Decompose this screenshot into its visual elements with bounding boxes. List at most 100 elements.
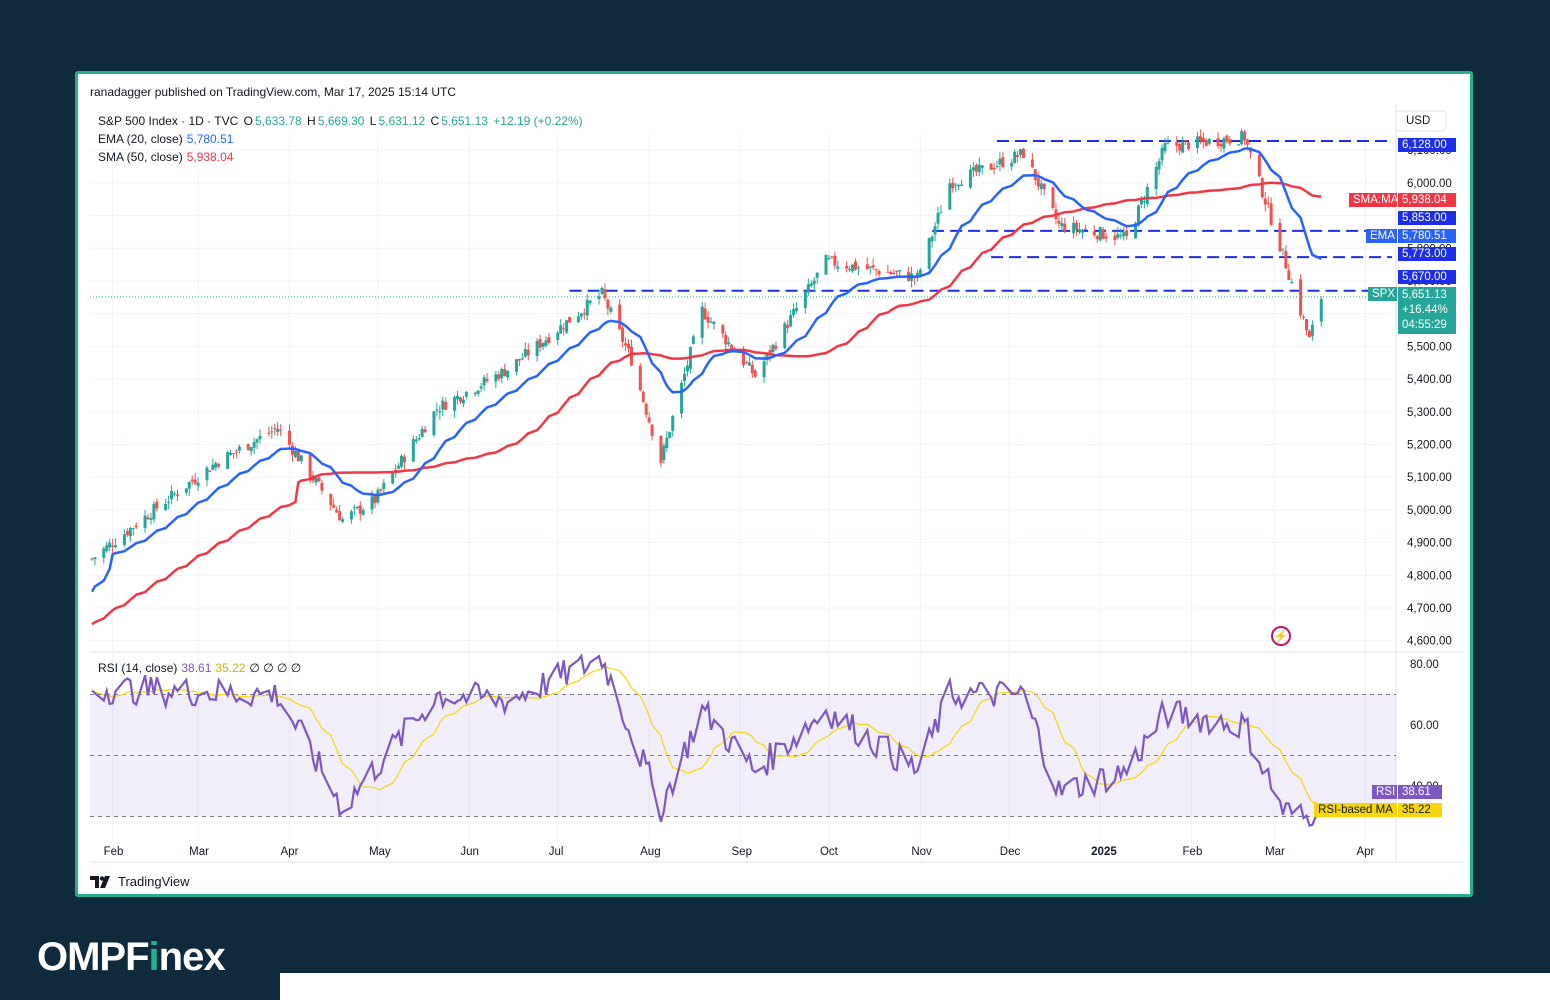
candle-body [803, 292, 807, 308]
candle-body [1284, 250, 1288, 269]
time-tick-label: Mar [189, 846, 209, 858]
rsi-value-tag: 38.61 [1398, 785, 1442, 799]
candle-body [125, 531, 129, 536]
candle-body [1166, 142, 1170, 144]
level-tag-5670: 5,670.00 [1398, 270, 1456, 284]
candle-body [1080, 230, 1084, 233]
moving-averages [90, 147, 1322, 626]
candle-body [1216, 138, 1220, 147]
candle-body [317, 477, 321, 482]
candle-body [541, 343, 545, 347]
candle-body [789, 315, 793, 327]
candle-body [370, 496, 374, 510]
candle-body [856, 267, 860, 269]
candle-body [957, 184, 961, 187]
candle-body [131, 528, 135, 530]
candle-body [1281, 248, 1285, 250]
currency-box [1395, 110, 1447, 132]
candle-body [402, 456, 406, 463]
rsi-tick-label: 80.00 [1410, 659, 1439, 671]
candle-body [461, 399, 465, 404]
candle-body [1057, 220, 1061, 224]
rsi-legend-value: 38.61 [181, 661, 212, 675]
price-tick-label: 4,600.00 [1407, 636, 1452, 648]
sma-legend-value: 5,938.04 [186, 150, 234, 164]
candle-body [665, 437, 669, 448]
candle-body [1019, 149, 1023, 155]
candle-body [1139, 199, 1143, 205]
candle-body [1136, 205, 1140, 226]
candle-body [691, 336, 695, 344]
candle-body [1204, 140, 1208, 146]
candle-body [868, 266, 872, 268]
candle-body [806, 284, 810, 293]
ema-20-line [90, 147, 1322, 593]
candle-body [892, 273, 896, 275]
candle-body [146, 517, 150, 520]
candle-body [1237, 144, 1241, 146]
candle-body [1187, 142, 1191, 150]
candle-body [152, 503, 156, 520]
candle-body [1051, 187, 1055, 209]
candle-body [397, 465, 401, 469]
candle-body [960, 184, 964, 186]
candle-body [585, 299, 589, 316]
candle-body [895, 270, 899, 273]
chart-area[interactable]: 6,100.006,000.005,900.005,800.005,700.00… [90, 104, 1464, 863]
publisher-line: ranadagger published on TradingView.com,… [90, 85, 457, 99]
candle-body [992, 167, 996, 170]
candle-body [853, 261, 857, 270]
price-tick-label: 6,000.00 [1407, 178, 1452, 190]
lightning-icon[interactable]: ⚡ [1271, 626, 1291, 646]
candle-body [783, 323, 787, 349]
symbol-legend[interactable]: S&P 500 Index · 1D · TVC O 5,633.78 H 5,66… [98, 114, 585, 128]
rsi-legend[interactable]: RSI (14, close) 38.61 35.22 ∅ ∅ ∅ ∅ [98, 661, 301, 675]
candle-body [971, 167, 975, 171]
candle-body [1039, 183, 1043, 189]
candle-body [700, 306, 704, 338]
tradingview-logo-text: TradingView [118, 874, 190, 889]
candle-body [827, 258, 831, 260]
open-label: O [243, 114, 253, 128]
candles [90, 128, 1323, 566]
candle-body [786, 324, 790, 329]
time-tick-label: Sep [732, 846, 752, 858]
candle-body [1145, 186, 1149, 205]
ema-legend[interactable]: EMA (20, close) 5,780.51 [98, 132, 233, 146]
candle-body [1154, 167, 1158, 190]
time-tick-label: 2025 [1091, 846, 1117, 858]
candle-body [164, 504, 168, 511]
candle-body [308, 454, 312, 479]
time-tick-label: Apr [281, 846, 299, 858]
candle-body [500, 368, 504, 379]
candle-body [355, 506, 359, 509]
candle-body [765, 352, 769, 361]
sma-legend[interactable]: SMA (50, close) 5,938.04 [98, 150, 233, 164]
time-tick-label: Mar [1265, 846, 1285, 858]
candle-body [494, 374, 498, 382]
candle-body [352, 507, 356, 509]
candle-body [249, 446, 253, 452]
candle-body [703, 308, 707, 320]
candle-body [621, 327, 625, 342]
candle-body [208, 470, 212, 472]
candle-body [1092, 231, 1096, 236]
open-value: 5,633.78 [254, 114, 302, 128]
candle-body [730, 344, 734, 350]
candle-body [1263, 198, 1267, 205]
candle-body [762, 361, 766, 378]
price-chart[interactable]: 6,100.006,000.005,900.005,800.005,700.00… [90, 104, 1464, 863]
tradingview-logo[interactable]: TradingView [90, 874, 190, 889]
candle-body [234, 451, 238, 453]
rsi-line [91, 653, 1323, 827]
candle-body [930, 236, 934, 242]
candle-body [848, 269, 852, 271]
candle-body [809, 283, 813, 286]
candle-body [1307, 330, 1311, 338]
price-tick-label: 5,300.00 [1407, 407, 1452, 419]
candle-body [753, 370, 757, 377]
candle-body [246, 444, 250, 450]
candle-body [889, 271, 893, 275]
candle-body [1198, 136, 1202, 141]
candle-body [1010, 162, 1014, 167]
